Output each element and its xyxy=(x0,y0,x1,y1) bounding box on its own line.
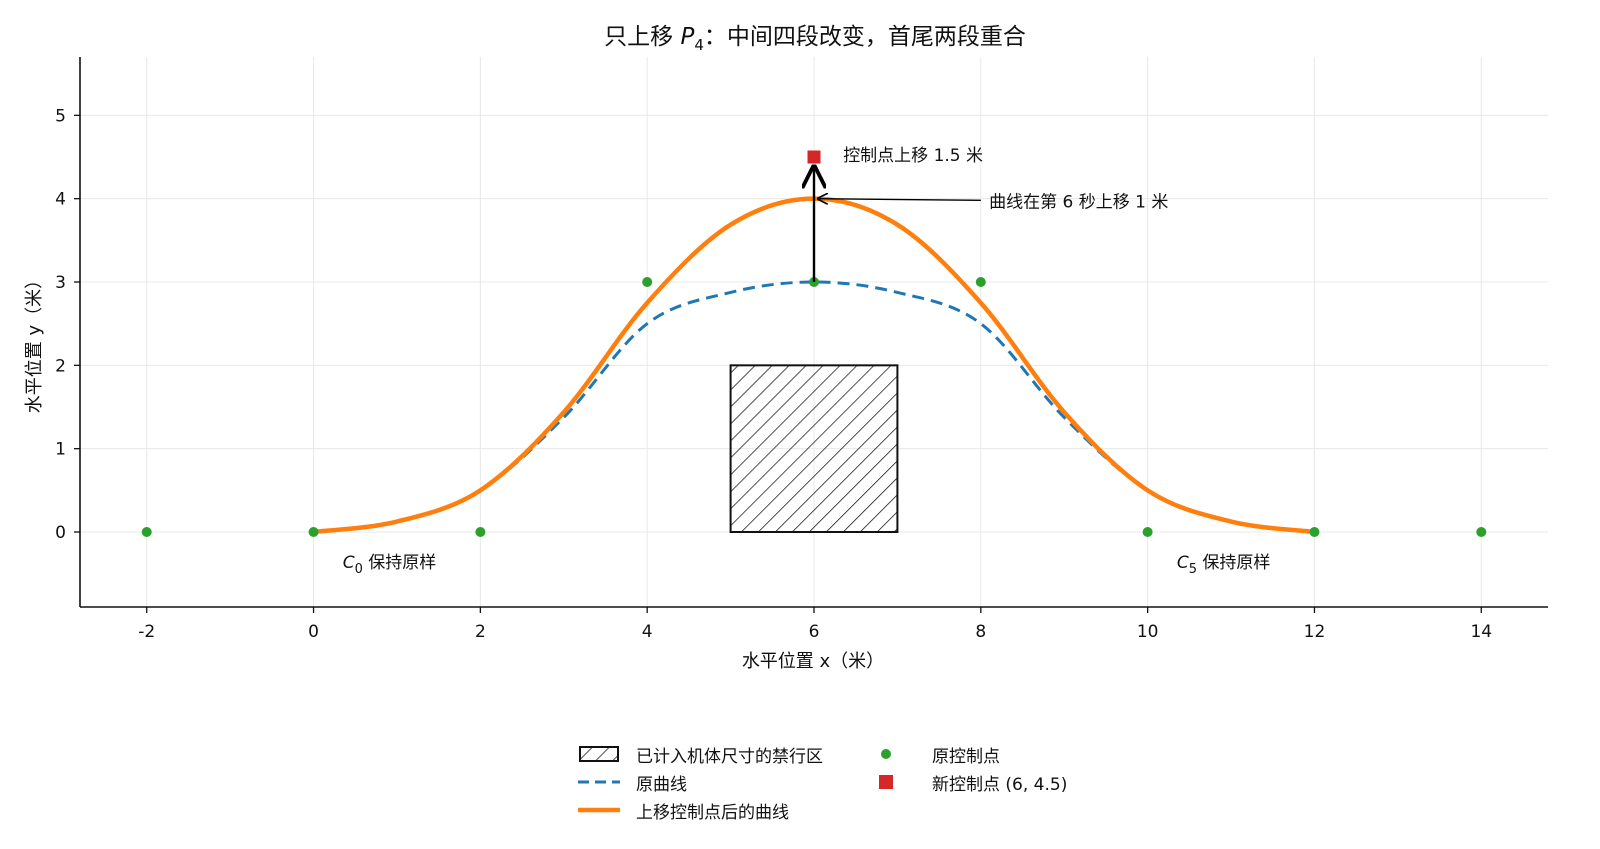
new-control-point xyxy=(807,150,821,164)
annotation-control-up: 控制点上移 1.5 米 xyxy=(843,146,983,166)
solid-line-icon xyxy=(578,800,622,820)
legend-item-control: 原控制点 xyxy=(874,740,1067,768)
annotation-c0: C0 保持原样 xyxy=(343,553,437,577)
legend-column-left: 已计入机体尺寸的禁行区 原曲线 上移控制点后的曲线 xyxy=(578,740,823,824)
legend-item-modified: 上移控制点后的曲线 xyxy=(578,796,823,824)
legend: 已计入机体尺寸的禁行区 原曲线 上移控制点后的曲线 原控制点 新控制点 (6 xyxy=(578,740,1138,830)
chart-title: 只上移 P4：中间四段改变，首尾两段重合 xyxy=(604,24,1026,54)
control-point xyxy=(308,527,319,537)
legend-label-obstacle: 已计入机体尺寸的禁行区 xyxy=(636,746,823,767)
y-tick-label: 5 xyxy=(55,106,66,126)
legend-item-new-control: 新控制点 (6, 4.5) xyxy=(874,768,1067,796)
hatch-swatch-icon xyxy=(578,744,622,764)
red-square-icon xyxy=(874,772,918,792)
y-tick-label: 2 xyxy=(55,356,66,376)
y-tick-label: 3 xyxy=(55,273,66,293)
control-point xyxy=(1142,527,1153,537)
y-axis-ticks: 0 1 2 3 4 5 xyxy=(55,106,80,543)
legend-label-original: 原曲线 xyxy=(636,774,687,795)
control-point xyxy=(1476,527,1487,537)
control-point xyxy=(141,527,152,537)
x-tick-label: 0 xyxy=(308,622,319,642)
legend-label-control: 原控制点 xyxy=(932,746,1000,767)
y-axis-label: 水平位置 y（米） xyxy=(24,271,45,413)
x-tick-label: 10 xyxy=(1137,622,1159,642)
x-tick-label: 4 xyxy=(642,622,653,642)
y-tick-label: 0 xyxy=(55,523,66,543)
x-tick-label: 12 xyxy=(1304,622,1326,642)
control-point xyxy=(1309,527,1320,537)
annotation-curve-up: 曲线在第 6 秒上移 1 米 xyxy=(989,192,1168,212)
x-tick-label: -2 xyxy=(138,622,155,642)
legend-item-obstacle: 已计入机体尺寸的禁行区 xyxy=(578,740,823,768)
legend-column-right: 原控制点 新控制点 (6, 4.5) xyxy=(874,740,1067,796)
green-dot-icon xyxy=(874,744,918,764)
control-point xyxy=(642,277,653,287)
x-tick-label: 8 xyxy=(975,622,986,642)
original-control-points xyxy=(141,277,1487,537)
x-tick-label: 6 xyxy=(809,622,820,642)
control-point xyxy=(475,527,486,537)
x-tick-label: 2 xyxy=(475,622,486,642)
y-tick-label: 1 xyxy=(55,440,66,460)
x-tick-label: 14 xyxy=(1470,622,1492,642)
legend-label-new-control: 新控制点 (6, 4.5) xyxy=(932,774,1068,795)
x-axis-label: 水平位置 x（米） xyxy=(742,651,884,672)
control-point xyxy=(975,277,986,287)
y-tick-label: 4 xyxy=(55,190,66,210)
legend-label-modified: 上移控制点后的曲线 xyxy=(636,802,789,823)
no-fly-zone-hatch xyxy=(729,364,899,534)
annotation-c5: C5 保持原样 xyxy=(1177,553,1271,577)
legend-item-original: 原曲线 xyxy=(578,768,823,796)
x-axis-ticks: -2 0 2 4 6 8 10 12 14 xyxy=(138,607,1492,642)
curve-shift-arrow xyxy=(818,199,981,201)
dashed-line-icon xyxy=(578,772,622,792)
